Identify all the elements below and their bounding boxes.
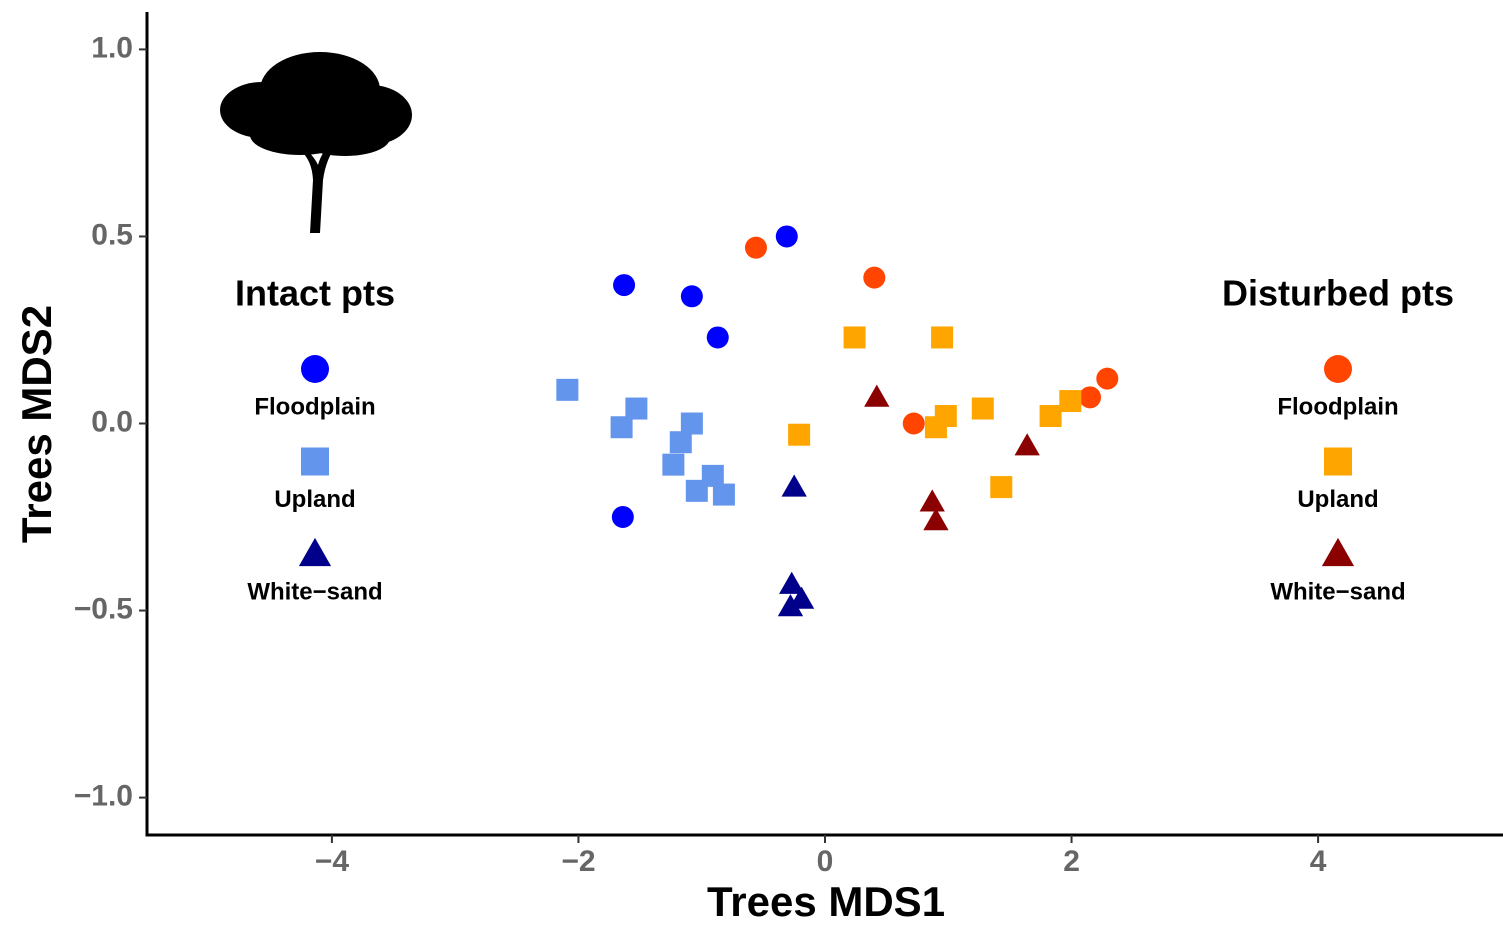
legend-label: Floodplain (254, 393, 375, 420)
point (863, 266, 886, 289)
legend-label: White−sand (247, 578, 382, 605)
point (902, 412, 925, 435)
legend-marker (301, 447, 329, 476)
point (788, 423, 811, 446)
point (843, 326, 866, 349)
y-tick-label: 0.5 (91, 218, 133, 251)
y-tick-label: −1.0 (74, 780, 133, 813)
y-axis-title: Trees MDS2 (13, 305, 60, 543)
legend-marker (298, 537, 332, 567)
point (919, 489, 945, 512)
x-tick-label: 4 (1310, 845, 1327, 878)
point (685, 479, 708, 502)
point (712, 483, 735, 506)
tree-icon (220, 52, 412, 233)
point (662, 453, 685, 476)
legend-label: White−sand (1270, 578, 1405, 605)
point (1096, 367, 1119, 390)
point (1039, 405, 1062, 428)
x-tick-label: 2 (1063, 845, 1080, 878)
point (556, 378, 579, 401)
x-tick-label: −2 (561, 845, 595, 878)
point (1059, 390, 1082, 413)
point (706, 326, 729, 349)
point (680, 285, 703, 308)
point (1079, 386, 1102, 409)
legend-marker (1324, 355, 1352, 383)
legend-label: Upland (274, 486, 355, 513)
x-tick-label: −4 (315, 845, 350, 878)
point (610, 416, 633, 439)
point (680, 412, 703, 435)
point (781, 474, 807, 497)
point (924, 416, 947, 439)
point (864, 384, 890, 407)
point (775, 225, 798, 248)
legend-marker (1321, 537, 1355, 567)
legend-title: Intact pts (235, 273, 395, 314)
y-tick-label: 0.0 (91, 405, 133, 438)
point (971, 397, 994, 420)
point (923, 508, 949, 531)
point (625, 397, 648, 420)
point (777, 594, 804, 617)
y-tick-label: 1.0 (91, 31, 133, 64)
point (990, 476, 1013, 499)
point (931, 326, 954, 349)
point (613, 274, 636, 297)
x-tick-label: 0 (817, 845, 834, 878)
legend-marker (1324, 447, 1352, 476)
legend-title: Disturbed pts (1222, 273, 1454, 314)
point (611, 506, 634, 529)
point (744, 236, 767, 259)
point (669, 431, 692, 454)
legend-marker (301, 355, 329, 383)
point (779, 571, 805, 594)
point (1014, 433, 1040, 456)
x-axis-title: Trees MDS1 (707, 878, 945, 925)
legend-label: Upland (1297, 486, 1378, 513)
legend-label: Floodplain (1277, 393, 1398, 420)
y-tick-label: −0.5 (74, 592, 133, 625)
